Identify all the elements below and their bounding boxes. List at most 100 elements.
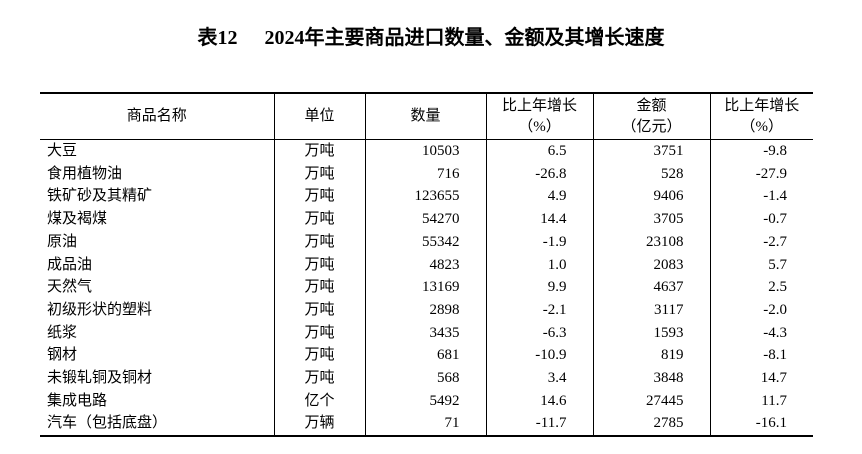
cell-unit: 万吨	[273, 298, 365, 322]
cell-amount: 9406	[592, 185, 710, 209]
cell-quantity: 3435	[364, 321, 486, 345]
cell-amount_growth: -2.0	[709, 298, 813, 322]
cell-amount_growth: -8.1	[709, 344, 813, 368]
cell-amount: 23108	[592, 230, 710, 254]
table-row: 汽车（包括底盘） 万辆 71 -11.7 2785 -16.1	[40, 412, 813, 437]
header-row: 商品名称 单位 数量 比上年增长 （%） 金额 （亿元） 比上年增长	[40, 93, 813, 140]
table-row: 煤及褐煤 万吨 54270 14.4 3705 -0.7	[40, 208, 813, 231]
table-row: 纸浆 万吨 3435 -6.3 1593 -4.3	[40, 321, 813, 345]
cell-name: 汽车（包括底盘）	[47, 415, 168, 432]
cell-amount_growth: -9.8	[709, 139, 813, 163]
cell-quantity_growth: 14.6	[485, 389, 593, 413]
cell-amount: 4637	[592, 276, 710, 299]
cell-name: 煤及褐煤	[47, 211, 108, 228]
page-title: 表12 2024年主要商品进口数量、金额及其增长速度	[0, 21, 862, 50]
table-header: 商品名称 单位 数量 比上年增长 （%） 金额 （亿元） 比上年增长	[40, 93, 813, 140]
table-title-text: 2024年主要商品进口数量、金额及其增长速度	[264, 27, 665, 49]
table-row: 成品油 万吨 4823 1.0 2083 5.7	[40, 253, 813, 277]
cell-quantity_growth: 6.5	[485, 139, 593, 163]
cell-quantity: 71	[364, 412, 486, 437]
header-label-line2: （%）	[740, 118, 784, 135]
cell-quantity: 55342	[364, 230, 486, 254]
cell-amount: 528	[592, 162, 710, 186]
cell-amount: 27445	[592, 389, 710, 413]
header-label: 比上年增长	[724, 98, 800, 115]
cell-quantity: 10503	[364, 139, 486, 163]
cell-name: 成品油	[47, 256, 93, 273]
table-row: 原油 万吨 55342 -1.9 23108 -2.7	[40, 230, 813, 254]
cell-unit: 亿个	[273, 389, 365, 413]
cell-amount_growth: -0.7	[709, 208, 813, 231]
cell-amount: 3751	[592, 139, 710, 163]
cell-quantity: 54270	[364, 208, 486, 231]
table-body: 大豆 万吨 10503 6.5 3751 -9.8 食用植物油 万吨 716 -26.8 528 -2…	[40, 139, 813, 437]
cell-name: 原油	[47, 233, 78, 250]
cell-amount_growth: 5.7	[709, 253, 813, 277]
cell-amount_growth: 11.7	[709, 389, 813, 413]
cell-amount_growth: 2.5	[709, 276, 813, 299]
header-label: 比上年增长	[501, 98, 577, 115]
cell-name: 食用植物油	[47, 165, 123, 182]
table-row: 初级形状的塑料 万吨 2898 -2.1 3117 -2.0	[40, 298, 813, 322]
cell-unit: 万吨	[273, 276, 365, 299]
column-header-amount: 金额 （亿元）	[592, 93, 710, 140]
header-label: 金额	[636, 98, 667, 115]
cell-quantity: 13169	[364, 276, 486, 299]
cell-quantity: 2898	[364, 298, 486, 322]
cell-name: 天然气	[47, 279, 93, 296]
cell-quantity_growth: 3.4	[485, 367, 593, 390]
cell-amount_growth: -4.3	[709, 321, 813, 345]
cell-amount: 3705	[592, 208, 710, 231]
cell-quantity: 681	[364, 344, 486, 368]
column-header-quantity: 数量	[364, 93, 486, 140]
table-row: 未锻轧铜及铜材 万吨 568 3.4 3848 14.7	[40, 367, 813, 390]
cell-quantity_growth: -2.1	[485, 298, 593, 322]
imports-table: 商品名称 单位 数量 比上年增长 （%） 金额 （亿元） 比上年增长	[40, 92, 813, 438]
cell-unit: 万吨	[273, 139, 365, 163]
column-header-amount-growth: 比上年增长 （%）	[709, 93, 813, 140]
table-row: 天然气 万吨 13169 9.9 4637 2.5	[40, 276, 813, 299]
cell-quantity_growth: -26.8	[485, 162, 593, 186]
cell-amount: 1593	[592, 321, 710, 345]
cell-name: 大豆	[47, 143, 78, 159]
cell-name: 纸浆	[47, 324, 78, 341]
cell-quantity_growth: -10.9	[485, 344, 593, 368]
table-number: 表12	[197, 27, 238, 49]
table-row: 食用植物油 万吨 716 -26.8 528 -27.9	[40, 162, 813, 186]
cell-quantity: 123655	[364, 185, 486, 209]
header-label-line2: （亿元）	[621, 118, 682, 135]
cell-unit: 万吨	[273, 253, 365, 277]
cell-quantity_growth: 14.4	[485, 208, 593, 231]
cell-unit: 万吨	[273, 367, 365, 390]
cell-name: 铁矿砂及其精矿	[47, 188, 153, 205]
table-row: 集成电路 亿个 5492 14.6 27445 11.7	[40, 389, 813, 413]
table-row: 大豆 万吨 10503 6.5 3751 -9.8	[40, 139, 813, 163]
cell-amount_growth: -27.9	[709, 162, 813, 186]
cell-quantity: 4823	[364, 253, 486, 277]
table-row: 铁矿砂及其精矿 万吨 123655 4.9 9406 -1.4	[40, 185, 813, 209]
column-header-quantity-growth: 比上年增长 （%）	[485, 93, 593, 140]
header-label: 单位	[304, 108, 335, 125]
cell-name: 集成电路	[47, 392, 108, 409]
cell-name: 初级形状的塑料	[47, 301, 153, 318]
cell-quantity_growth: 4.9	[485, 185, 593, 209]
cell-quantity_growth: -6.3	[485, 321, 593, 345]
cell-quantity: 716	[364, 162, 486, 186]
column-header-name: 商品名称	[40, 93, 274, 140]
cell-amount_growth: -2.7	[709, 230, 813, 254]
cell-unit: 万吨	[273, 208, 365, 231]
cell-quantity_growth: -1.9	[485, 230, 593, 254]
cell-quantity: 568	[364, 367, 486, 390]
table-row: 钢材 万吨 681 -10.9 819 -8.1	[40, 344, 813, 368]
cell-amount_growth: 14.7	[709, 367, 813, 390]
cell-quantity_growth: -11.7	[485, 412, 593, 437]
cell-name: 未锻轧铜及铜材	[47, 370, 153, 387]
cell-unit: 万吨	[273, 344, 365, 368]
cell-amount: 2785	[592, 412, 710, 437]
column-header-unit: 单位	[273, 93, 365, 140]
cell-name: 钢材	[47, 347, 78, 364]
cell-amount_growth: -16.1	[709, 412, 813, 437]
cell-quantity_growth: 9.9	[485, 276, 593, 299]
cell-amount: 819	[592, 344, 710, 368]
cell-amount: 3117	[592, 298, 710, 322]
